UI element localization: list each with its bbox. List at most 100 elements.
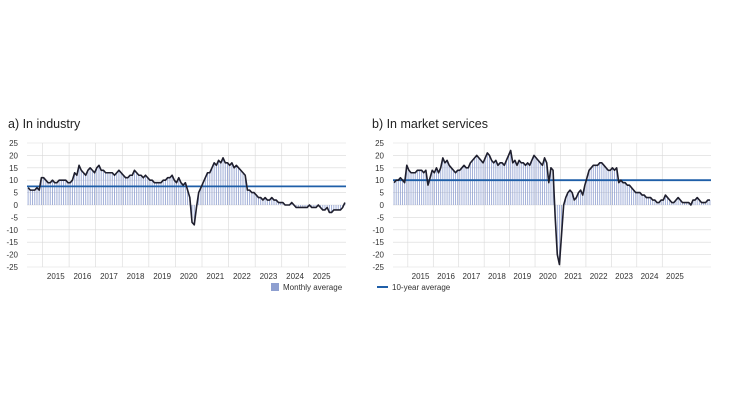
monthly-bar	[414, 172, 416, 205]
y-tick-label: -10	[372, 226, 384, 235]
panel-a-title: a) In industry	[8, 117, 81, 131]
y-tick-label: -20	[372, 251, 384, 260]
x-tick-label: 2024	[641, 272, 659, 281]
monthly-bar	[29, 190, 31, 205]
monthly-bar	[395, 180, 397, 205]
y-tick-label: -25	[372, 263, 384, 272]
monthly-bar	[266, 200, 268, 205]
monthly-bar	[156, 182, 158, 205]
monthly-bar	[255, 195, 257, 205]
monthly-bar	[679, 200, 681, 205]
monthly-bar	[675, 200, 677, 205]
y-tick-label: 15	[9, 164, 18, 173]
y-tick-label: -15	[6, 238, 18, 247]
monthly-bar	[647, 197, 649, 205]
monthly-bar	[331, 205, 333, 213]
monthly-bar	[497, 165, 499, 205]
monthly-bar	[410, 172, 412, 205]
monthly-bar	[652, 200, 654, 205]
monthly-bar	[686, 202, 688, 205]
monthly-bar	[306, 205, 308, 208]
monthly-bar	[522, 162, 524, 205]
series-line	[393, 149, 710, 266]
monthly-bar	[311, 205, 313, 208]
monthly-bar	[178, 177, 180, 205]
monthly-bar	[65, 180, 67, 205]
monthly-bar	[91, 170, 93, 205]
monthly-bar	[302, 205, 304, 208]
monthly-bar	[597, 165, 599, 205]
monthly-bar	[637, 192, 639, 205]
monthly-bar	[539, 162, 541, 205]
monthly-bar	[620, 180, 622, 205]
monthly-bar	[273, 200, 275, 205]
monthly-bar	[114, 175, 115, 205]
monthly-bar	[482, 162, 484, 205]
monthly-bar	[558, 205, 560, 265]
monthly-bar	[182, 185, 184, 205]
monthly-bar	[412, 172, 414, 205]
monthly-bar	[505, 160, 507, 205]
monthly-bar	[54, 182, 56, 205]
monthly-bar	[442, 157, 444, 205]
monthly-bar	[450, 167, 452, 205]
monthly-bar	[133, 170, 135, 205]
monthly-bar	[271, 197, 273, 205]
x-tick-label: 2016	[73, 272, 91, 281]
monthly-bar	[480, 160, 482, 205]
panel-b-title: b) In market services	[372, 117, 488, 131]
monthly-bar	[63, 180, 65, 205]
monthly-bar	[419, 170, 420, 205]
monthly-bar	[224, 162, 226, 205]
y-tick-label: -15	[372, 238, 384, 247]
x-tick-label: 2019	[513, 272, 531, 281]
monthly-bar	[138, 175, 140, 205]
monthly-bar	[326, 205, 328, 208]
monthly-bar	[333, 205, 335, 210]
y-tick-label: 10	[375, 176, 384, 185]
monthly-bar	[429, 177, 431, 205]
monthly-bar	[246, 190, 248, 205]
monthly-bar	[561, 205, 563, 235]
monthly-bar	[501, 162, 503, 205]
monthly-bar	[136, 172, 138, 205]
monthly-bar	[671, 202, 673, 205]
monthly-bar	[85, 175, 87, 205]
monthly-bar	[74, 172, 76, 205]
monthly-bar	[452, 170, 454, 205]
monthly-bar	[431, 170, 433, 205]
monthly-bar	[688, 202, 690, 205]
monthly-bar	[681, 202, 683, 205]
monthly-bar	[60, 180, 62, 205]
monthly-bar	[291, 202, 293, 205]
monthly-bar	[231, 162, 233, 205]
monthly-bar	[406, 165, 408, 205]
monthly-bar	[527, 162, 529, 205]
monthly-bar	[393, 182, 395, 205]
monthly-bar	[213, 162, 215, 205]
monthly-bar	[43, 177, 45, 205]
x-tick-label: 2020	[180, 272, 198, 281]
monthly-bar	[586, 177, 588, 205]
monthly-bar	[423, 172, 425, 205]
monthly-bar	[297, 205, 299, 208]
monthly-bar	[478, 157, 480, 205]
series-line	[27, 157, 346, 226]
legend-monthly-swatch	[271, 283, 279, 291]
monthly-bar	[703, 202, 705, 205]
monthly-bar	[116, 172, 118, 205]
monthly-bar	[67, 182, 69, 205]
monthly-bar	[162, 180, 164, 205]
monthly-bar	[461, 167, 463, 205]
monthly-bar	[709, 200, 711, 205]
monthly-bar	[573, 200, 575, 205]
monthly-bar	[260, 197, 262, 205]
x-tick-label: 2016	[437, 272, 455, 281]
monthly-bar	[463, 165, 465, 205]
monthly-bar	[145, 175, 147, 205]
monthly-bar	[535, 157, 537, 205]
monthly-bar	[631, 187, 632, 205]
monthly-bar	[512, 162, 514, 205]
monthly-bar	[160, 182, 162, 205]
monthly-bar	[491, 160, 493, 205]
